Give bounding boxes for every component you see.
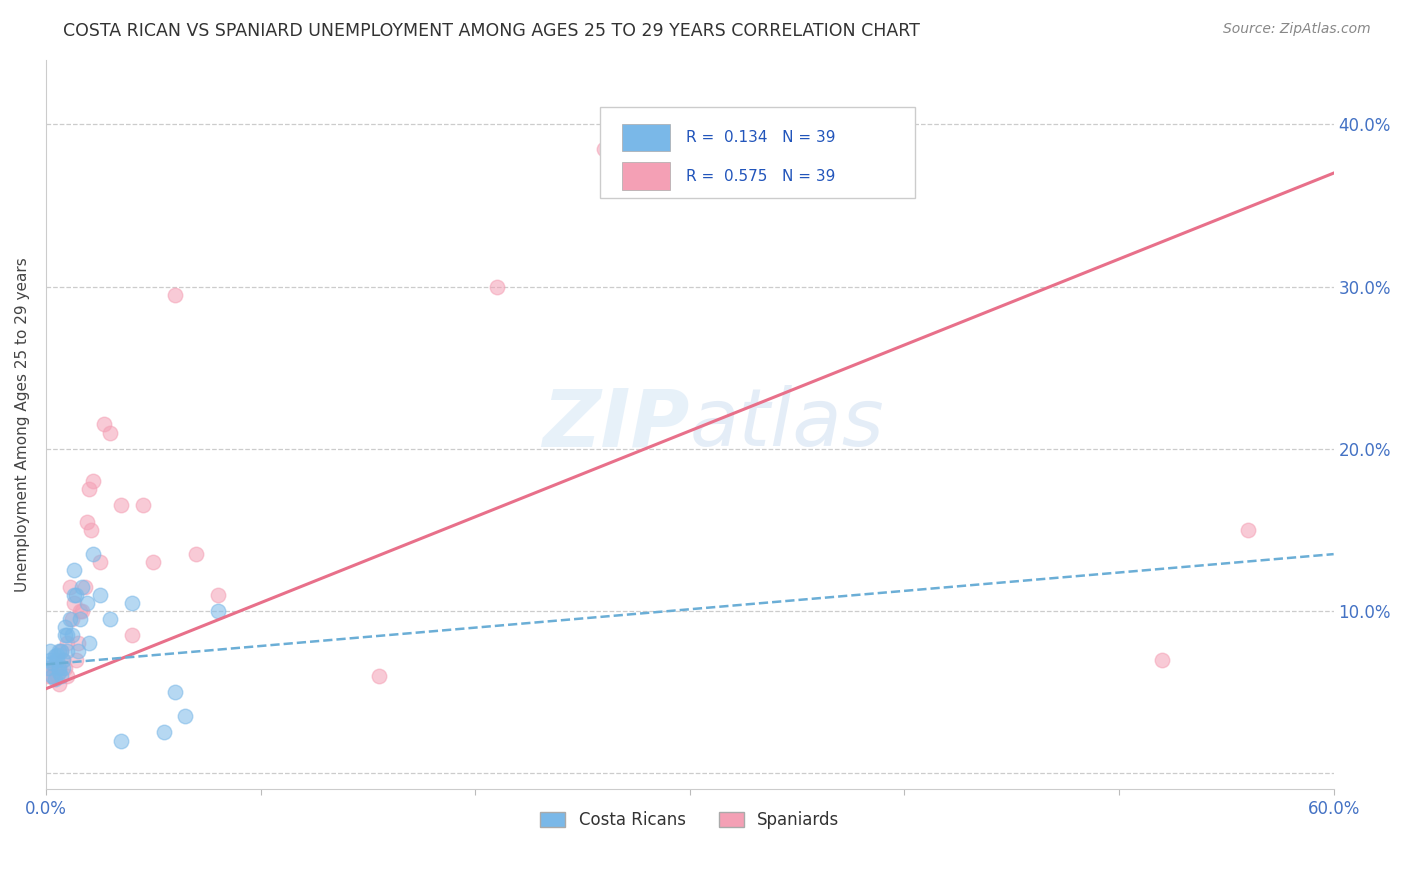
Point [367, 669, 389, 683]
Point [65, 652, 87, 666]
Point [69, 604, 91, 618]
Point [593, 142, 616, 156]
Point [48, 677, 70, 691]
FancyBboxPatch shape [600, 107, 915, 198]
Point [49, 644, 72, 658]
FancyBboxPatch shape [621, 124, 671, 152]
Point [174, 709, 197, 723]
Point [89, 555, 111, 569]
Point [41, 669, 63, 683]
Point [48, 644, 70, 658]
Point [41, 656, 63, 670]
Point [39, 660, 62, 674]
Point [73, 580, 96, 594]
Point [48, 665, 70, 680]
Point [44, 649, 66, 664]
Text: R =  0.575   N = 39: R = 0.575 N = 39 [686, 169, 835, 184]
Point [45, 669, 67, 683]
Point [98, 612, 121, 626]
Point [45, 652, 67, 666]
Point [76, 515, 98, 529]
Text: Source: ZipAtlas.com: Source: ZipAtlas.com [1223, 22, 1371, 37]
Point [39, 652, 62, 666]
Point [53, 620, 76, 634]
Point [121, 596, 143, 610]
Point [56, 669, 79, 683]
Point [207, 588, 229, 602]
Point [93, 417, 115, 432]
Point [1150, 652, 1173, 666]
Text: COSTA RICAN VS SPANIARD UNEMPLOYMENT AMONG AGES 25 TO 29 YEARS CORRELATION CHART: COSTA RICAN VS SPANIARD UNEMPLOYMENT AMO… [63, 22, 920, 40]
Point [48, 660, 70, 674]
Point [48, 660, 70, 674]
Point [41, 669, 63, 683]
Point [98, 425, 121, 440]
Point [163, 685, 186, 699]
Point [37, 669, 59, 683]
Point [163, 287, 186, 301]
Point [58, 580, 80, 594]
Point [65, 588, 87, 602]
Point [153, 725, 176, 739]
Point [80, 523, 103, 537]
Point [77, 483, 100, 497]
Point [53, 660, 76, 674]
Legend: Costa Ricans, Spaniards: Costa Ricans, Spaniards [533, 805, 846, 836]
Point [1236, 523, 1258, 537]
Point [72, 580, 94, 594]
Point [63, 596, 86, 610]
Point [76, 596, 98, 610]
Point [82, 547, 104, 561]
Point [485, 279, 508, 293]
Point [39, 644, 62, 658]
Point [60, 628, 83, 642]
Point [77, 636, 100, 650]
Point [186, 547, 208, 561]
Point [142, 555, 165, 569]
Point [110, 733, 132, 747]
Point [37, 660, 59, 674]
Point [67, 644, 90, 658]
Point [56, 644, 79, 658]
Point [52, 652, 75, 666]
Point [69, 612, 91, 626]
Point [63, 588, 86, 602]
Point [110, 499, 132, 513]
Point [44, 660, 66, 674]
Point [53, 628, 76, 642]
Point [72, 604, 94, 618]
Point [58, 612, 80, 626]
Point [131, 499, 153, 513]
Point [52, 652, 75, 666]
Point [45, 648, 67, 662]
Point [82, 474, 104, 488]
Text: ZIP: ZIP [543, 385, 690, 464]
Point [67, 636, 90, 650]
FancyBboxPatch shape [621, 162, 671, 190]
Y-axis label: Unemployment Among Ages 25 to 29 years: Unemployment Among Ages 25 to 29 years [15, 257, 30, 591]
Point [121, 628, 143, 642]
Point [60, 612, 83, 626]
Text: atlas: atlas [690, 385, 884, 464]
Point [49, 644, 72, 658]
Point [52, 660, 75, 674]
Point [44, 672, 66, 686]
Point [56, 628, 79, 642]
Point [207, 604, 229, 618]
Point [56, 636, 79, 650]
Text: R =  0.134   N = 39: R = 0.134 N = 39 [686, 130, 835, 145]
Point [49, 669, 72, 683]
Point [89, 588, 111, 602]
Point [63, 563, 86, 577]
